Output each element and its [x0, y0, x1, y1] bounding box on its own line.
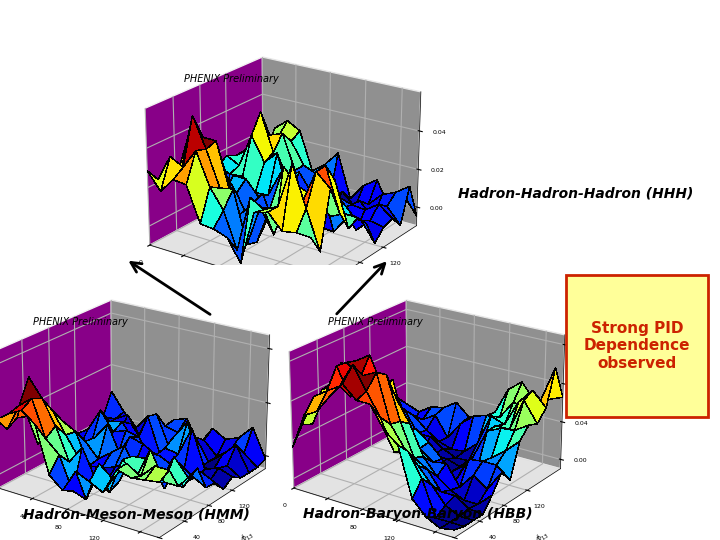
X-axis label: $\phi_{12}$: $\phi_{12}$ [196, 301, 212, 318]
Text: Hadron-Hadron-Hadron (HHH): Hadron-Hadron-Hadron (HHH) [459, 186, 693, 200]
Text: PHENIX Preliminary: PHENIX Preliminary [184, 74, 279, 84]
Y-axis label: $\phi_{13}$: $\phi_{13}$ [238, 528, 256, 540]
Text: PHENIX Preliminary: PHENIX Preliminary [328, 317, 423, 327]
Text: Hadron-Meson-Meson (HMM): Hadron-Meson-Meson (HMM) [23, 508, 251, 521]
Y-axis label: $\phi_{13}$: $\phi_{13}$ [389, 285, 407, 303]
Y-axis label: $\phi_{13}$: $\phi_{13}$ [533, 528, 551, 540]
Text: Hadron-Baryon-Baryon (HBB): Hadron-Baryon-Baryon (HBB) [303, 508, 532, 521]
Text: Strong PID
Dependence
observed: Strong PID Dependence observed [584, 321, 690, 370]
FancyBboxPatch shape [566, 274, 708, 417]
Text: PHENIX Preliminary: PHENIX Preliminary [33, 317, 127, 327]
Text: PID Dependence: PID Dependence [10, 24, 192, 43]
